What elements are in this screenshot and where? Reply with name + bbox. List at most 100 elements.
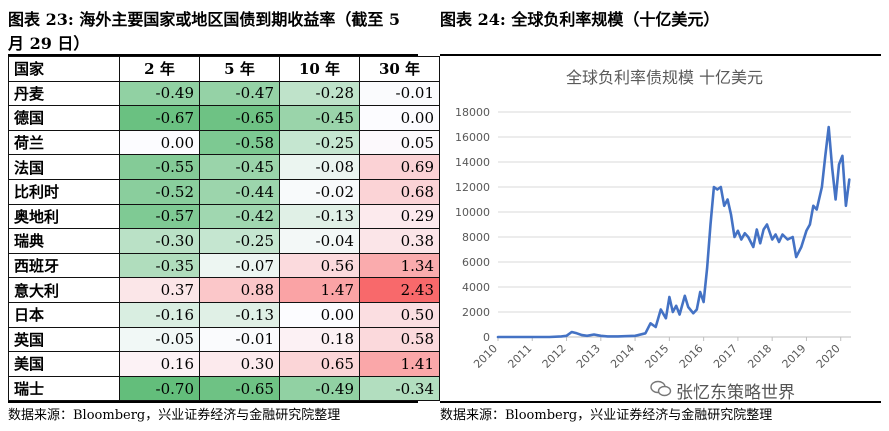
- country-cell: 西班牙: [8, 252, 120, 279]
- country-cell: 奥地利: [8, 203, 120, 230]
- table-row: 法国 -0.55 -0.45 -0.08 0.69: [8, 154, 440, 180]
- yield-cell: 0.88: [199, 277, 280, 303]
- column-header-10y: 10 年: [279, 56, 360, 82]
- yield-cell: 0.65: [279, 351, 360, 377]
- country-cell: 德国: [8, 105, 120, 131]
- yield-table: 国家 2 年 5 年 10 年 30 年 丹麦 -0.49 -0.47 -0.28 -0…: [8, 56, 440, 402]
- yield-cell: 0.58: [359, 326, 440, 353]
- yield-cell: 0.38: [359, 228, 440, 254]
- yield-cell: -0.44: [199, 178, 280, 205]
- country-cell: 瑞士: [8, 375, 120, 402]
- yield-cell: -0.55: [119, 154, 200, 180]
- wechat-icon: [650, 380, 672, 397]
- left-bottom-rule: [8, 401, 418, 403]
- right-figure-title: 图表 24: 全球负利率规模（十亿美元）: [440, 10, 720, 29]
- yield-cell: -0.47: [199, 80, 280, 107]
- column-header-30y: 30 年: [359, 56, 440, 82]
- yield-cell: -0.13: [199, 301, 280, 328]
- x-tick-label: 2015: [642, 342, 671, 371]
- yield-cell: -0.01: [199, 326, 280, 353]
- table-row: 美国 0.16 0.30 0.65 1.41: [8, 351, 440, 377]
- table-row: 瑞士 -0.70 -0.65 -0.49 -0.34: [8, 375, 440, 402]
- yield-cell: -0.58: [199, 129, 280, 156]
- yield-cell: -0.07: [199, 252, 280, 279]
- table-row: 英国 -0.05 -0.01 0.18 0.58: [8, 326, 440, 353]
- yield-cell: 1.34: [359, 252, 440, 279]
- yield-cell: 0.18: [279, 326, 360, 353]
- watermark-text: 张忆东策略世界: [676, 383, 795, 403]
- country-cell: 日本: [8, 301, 120, 328]
- x-tick-label: 2011: [505, 342, 534, 371]
- yield-cell: -0.42: [199, 203, 280, 230]
- table-row: 丹麦 -0.49 -0.47 -0.28 -0.01: [8, 80, 440, 107]
- yield-cell: -0.49: [279, 375, 360, 402]
- y-tick-label: 2000: [462, 306, 490, 319]
- right-source-note: 数据来源：Bloomberg，兴业证券经济与金融研究院整理: [440, 408, 773, 423]
- yield-cell: -0.25: [279, 129, 360, 156]
- x-tick-label: 2016: [677, 342, 706, 371]
- yield-cell: -0.13: [279, 203, 360, 230]
- country-cell: 瑞典: [8, 228, 120, 254]
- yield-cell: -0.52: [119, 178, 200, 205]
- table-row: 比利时 -0.52 -0.44 -0.02 0.68: [8, 178, 440, 205]
- yield-cell: -0.45: [199, 154, 280, 180]
- yield-cell: 0.00: [279, 301, 360, 328]
- y-tick-label: 18000: [455, 106, 490, 119]
- yield-cell: -0.30: [119, 228, 200, 254]
- yield-cell: -0.25: [199, 228, 280, 254]
- yield-cell: 0.30: [199, 351, 280, 377]
- y-tick-label: 16000: [455, 131, 490, 144]
- x-tick-label: 2018: [745, 342, 774, 371]
- yield-cell: -0.70: [119, 375, 200, 402]
- y-tick-label: 12000: [455, 181, 490, 194]
- yield-cell: -0.35: [119, 252, 200, 279]
- yield-cell: -0.65: [199, 105, 280, 131]
- yield-cell: 0.29: [359, 203, 440, 230]
- y-tick-label: 0: [483, 331, 490, 344]
- yield-cell: -0.45: [279, 105, 360, 131]
- country-cell: 美国: [8, 351, 120, 377]
- column-header-country: 国家: [8, 56, 120, 82]
- country-cell: 英国: [8, 326, 120, 353]
- yield-cell: -0.08: [279, 154, 360, 180]
- yield-cell: -0.49: [119, 80, 200, 107]
- table-row: 日本 -0.16 -0.13 0.00 0.50: [8, 301, 440, 328]
- yield-cell: -0.01: [359, 80, 440, 107]
- country-cell: 比利时: [8, 178, 120, 205]
- yield-cell: -0.16: [119, 301, 200, 328]
- chart-title: 全球负利率债规模 十亿美元: [566, 68, 763, 87]
- x-tick-label: 2010: [471, 342, 500, 371]
- yield-cell: 0.69: [359, 154, 440, 180]
- x-tick-label: 2020: [814, 342, 843, 371]
- x-tick-label: 2012: [540, 342, 569, 371]
- yield-cell: 2.43: [359, 277, 440, 303]
- x-tick-label: 2019: [780, 342, 809, 371]
- left-source-note: 数据来源：Bloomberg，兴业证券经济与金融研究院整理: [8, 408, 341, 423]
- country-cell: 意大利: [8, 277, 120, 303]
- yield-cell: -0.04: [279, 228, 360, 254]
- yield-cell: 0.16: [119, 351, 200, 377]
- yield-cell: 0.05: [359, 129, 440, 156]
- left-title-rule: [8, 54, 418, 56]
- left-figure-title: 图表 23: 海外主要国家或地区国债到期收益率（截至 5 月 29 日）: [8, 10, 401, 53]
- yield-cell: -0.34: [359, 375, 440, 402]
- table-row: 荷兰 0.00 -0.58 -0.25 0.05: [8, 129, 440, 156]
- yield-cell: -0.65: [199, 375, 280, 402]
- country-cell: 荷兰: [8, 129, 120, 156]
- y-tick-label: 4000: [462, 281, 490, 294]
- yield-cell: 0.00: [359, 105, 440, 131]
- yield-cell: -0.67: [119, 105, 200, 131]
- table-row: 瑞典 -0.30 -0.25 -0.04 0.38: [8, 228, 440, 254]
- yield-cell: 0.56: [279, 252, 360, 279]
- yield-cell: 0.68: [359, 178, 440, 205]
- country-cell: 法国: [8, 154, 120, 180]
- table-row: 德国 -0.67 -0.65 -0.45 0.00: [8, 105, 440, 131]
- yield-cell: 1.41: [359, 351, 440, 377]
- y-tick-label: 14000: [455, 156, 490, 169]
- yield-cell: 1.47: [279, 277, 360, 303]
- country-cell: 丹麦: [8, 80, 120, 107]
- column-header-5y: 5 年: [199, 56, 280, 82]
- yield-cell: -0.02: [279, 178, 360, 205]
- x-tick-label: 2014: [608, 342, 637, 371]
- table-row: 奥地利 -0.57 -0.42 -0.13 0.29: [8, 203, 440, 230]
